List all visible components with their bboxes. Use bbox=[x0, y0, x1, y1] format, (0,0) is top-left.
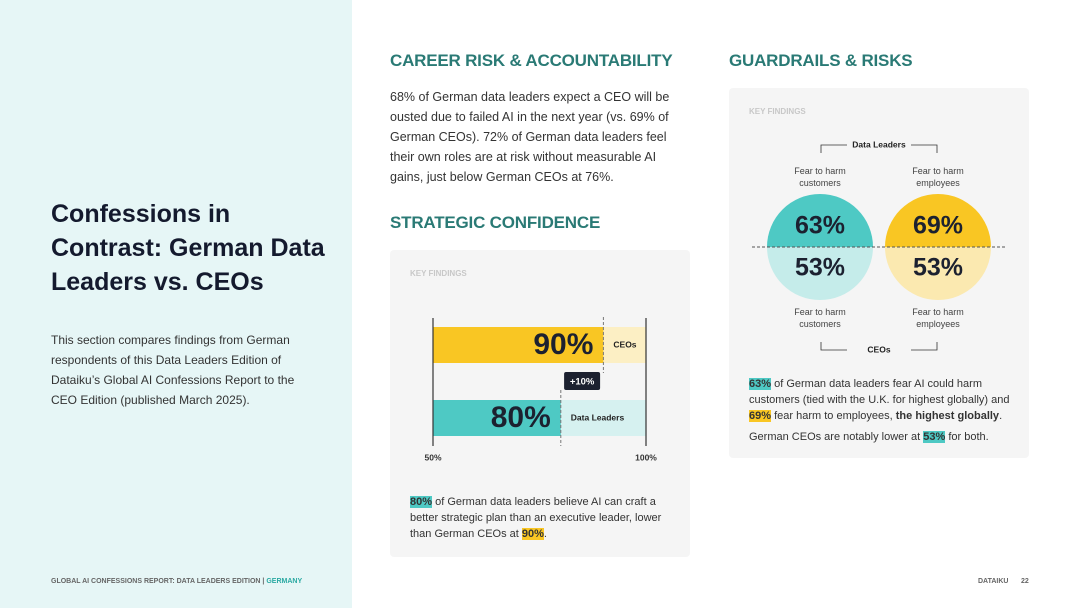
value-label: 90% bbox=[533, 328, 593, 361]
caption-text: of German data leaders believe AI can cr… bbox=[410, 496, 662, 540]
half-circle bbox=[767, 247, 873, 300]
footer-report: GLOBAL AI CONFESSIONS REPORT: DATA LEADE… bbox=[51, 578, 265, 585]
half-circle bbox=[767, 194, 873, 247]
caption-paragraph: 63% of German data leaders fear AI could… bbox=[749, 376, 1011, 424]
bar-remainder bbox=[603, 327, 646, 363]
category-label: Fear to harm customers bbox=[794, 166, 846, 188]
value-label: 53% bbox=[913, 254, 963, 282]
category-label: Fear to harm employees bbox=[912, 307, 964, 329]
value-label: 69% bbox=[913, 212, 963, 240]
card-label: KEY FINDINGS bbox=[410, 269, 467, 278]
bar-chart: KEY FINDINGS 90% CEOs 80% Data Leaders +10% 50… bbox=[410, 269, 657, 462]
half-circle bbox=[885, 247, 991, 300]
footer-brand: DATAIKU bbox=[978, 578, 1009, 585]
caption-bold: the highest globally bbox=[895, 410, 1000, 422]
caption: 63% of German data leaders fear AI could… bbox=[749, 376, 1011, 445]
bracket bbox=[820, 342, 938, 351]
annotation: +10% bbox=[570, 377, 595, 388]
caption-text: . bbox=[999, 410, 1003, 422]
caption-text: . bbox=[543, 528, 547, 540]
section-heading: CAREER RISK & ACCOUNTABILITY bbox=[390, 51, 673, 70]
highlight: 80% bbox=[410, 496, 433, 508]
section-heading: STRATEGIC CONFIDENCE bbox=[390, 213, 601, 232]
half-circle bbox=[885, 194, 991, 247]
card-label: KEY FINDINGS bbox=[749, 107, 806, 116]
x-tick-label: 50% bbox=[424, 452, 441, 462]
x-tick-label: 100% bbox=[635, 452, 657, 462]
caption-text: fear harm to employees, bbox=[771, 410, 896, 422]
footer-country: GERMANY bbox=[266, 578, 303, 585]
caption-text: for both. bbox=[945, 431, 989, 443]
value-label: 63% bbox=[795, 212, 845, 240]
bar-remainder bbox=[560, 400, 646, 436]
section-text: 68% of German data leaders expect a CEO … bbox=[390, 90, 670, 184]
group-label: Data Leaders bbox=[852, 139, 906, 149]
category-label: Data Leaders bbox=[571, 412, 625, 422]
page-title: Confessions in Contrast: German Data Lea… bbox=[51, 200, 325, 296]
highlight: 63% bbox=[749, 378, 772, 390]
highlight: 69% bbox=[749, 410, 772, 422]
caption-text: German CEOs are notably lower at bbox=[749, 431, 924, 443]
page-number: 22 bbox=[1021, 578, 1029, 585]
category-label: Fear to harm employees bbox=[912, 166, 964, 188]
bracket bbox=[820, 144, 938, 153]
sidebar bbox=[0, 0, 352, 608]
category-label: CEOs bbox=[613, 339, 636, 349]
value-label: 53% bbox=[795, 254, 845, 282]
value-label: 80% bbox=[491, 401, 551, 434]
caption-text: of German data leaders fear AI could har… bbox=[749, 378, 1010, 406]
group-label: CEOs bbox=[867, 344, 890, 354]
section-heading: GUARDRAILS & RISKS bbox=[729, 51, 913, 70]
footer: GLOBAL AI CONFESSIONS REPORT: DATA LEADE… bbox=[51, 578, 302, 585]
caption: 80% of German data leaders believe AI ca… bbox=[410, 494, 665, 542]
circle-chart: KEY FINDINGS 63% 69% Data Leaders 53% 53% CEOs bbox=[749, 107, 1005, 354]
category-label: Fear to harm customers bbox=[794, 307, 846, 329]
highlight: 53% bbox=[923, 431, 946, 443]
highlight: 90% bbox=[521, 528, 544, 540]
caption-paragraph: German CEOs are notably lower at 53% for… bbox=[749, 429, 1011, 445]
annotation-box bbox=[564, 372, 601, 390]
bar bbox=[433, 400, 561, 436]
bar bbox=[433, 327, 604, 363]
intro-text: This section compares findings from Germ… bbox=[51, 333, 295, 407]
